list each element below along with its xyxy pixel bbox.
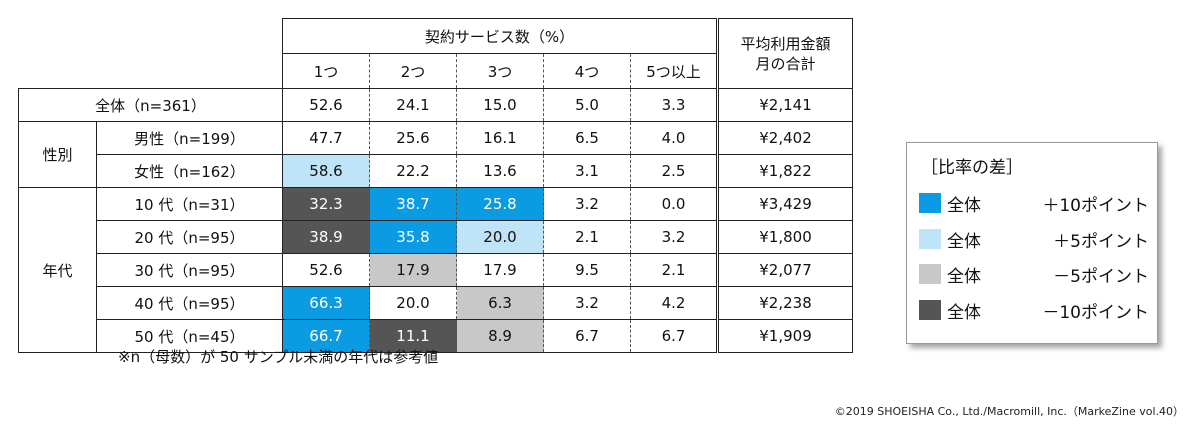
data-cell: 22.2 (369, 154, 457, 188)
data-cell: 47.7 (282, 121, 370, 155)
legend-swatch (919, 229, 941, 249)
row-label: 30 代（n=95） (96, 253, 283, 287)
data-cell: 3.2 (543, 286, 631, 320)
legend-label: 全体 (947, 231, 981, 252)
data-cell: 0.0 (630, 187, 718, 221)
data-cell: 25.8 (456, 187, 544, 221)
table-row: 20 代（n=95） 38.9 35.8 20.0 2.1 3.2 ¥1,800 (19, 220, 853, 254)
data-table: 契約サービス数（%） 平均利用金額 月の合計 1つ 2つ 3つ 4つ 5つ以上 … (18, 18, 853, 353)
legend-label: 全体 (947, 302, 981, 323)
data-cell: 8.9 (456, 319, 544, 353)
table-row: 30 代（n=95） 52.6 17.9 17.9 9.5 2.1 ¥2,077 (19, 253, 853, 287)
data-cell: 4.2 (630, 286, 718, 320)
legend-value: ＋10ポイント (1042, 195, 1149, 216)
data-cell: 6.5 (543, 121, 631, 155)
data-cell: 6.7 (630, 319, 718, 353)
data-cell: 17.9 (369, 253, 457, 287)
data-cell: 5.0 (543, 88, 631, 122)
amount-cell: ¥1,822 (716, 154, 853, 188)
row-label: 全体（n=361） (18, 88, 283, 122)
row-label: 20 代（n=95） (96, 220, 283, 254)
group-label: 年代 (18, 187, 97, 353)
legend-item: 全体 －5ポイント (919, 262, 1149, 287)
footnote: ※n（母数）が 50 サンプル未満の年代は参考値 (118, 348, 439, 366)
data-cell: 3.1 (543, 154, 631, 188)
table-row: 女性（n=162） 58.6 22.2 13.6 3.1 2.5 ¥1,822 (19, 154, 853, 188)
amount-cell: ¥2,141 (716, 88, 853, 122)
amount-cell: ¥2,077 (716, 253, 853, 287)
legend-item: 全体 －10ポイント (919, 298, 1149, 323)
copyright: ©2019 SHOEISHA Co., Ltd./Macromill, Inc.… (834, 405, 1184, 418)
column-header: 4つ (543, 53, 631, 89)
legend-title: ［比率の差］ (921, 158, 1023, 178)
data-cell: 20.0 (456, 220, 544, 254)
legend-value: －5ポイント (1053, 266, 1149, 287)
row-label: 女性（n=162） (96, 154, 283, 188)
data-cell: 13.6 (456, 154, 544, 188)
row-label: 50 代（n=45） (96, 319, 283, 353)
data-cell: 6.3 (456, 286, 544, 320)
table-row: 年代 10 代（n=31） 32.3 38.7 25.8 3.2 0.0 ¥3,… (18, 187, 853, 353)
row-label: 40 代（n=95） (96, 286, 283, 320)
data-cell: 3.2 (630, 220, 718, 254)
column-header: 5つ以上 (630, 53, 718, 89)
legend-swatch (919, 264, 941, 284)
legend-swatch (919, 300, 941, 320)
legend-item: 全体 ＋5ポイント (919, 227, 1149, 252)
column-header: 2つ (369, 53, 457, 89)
data-cell: 24.1 (369, 88, 457, 122)
legend-value: ＋5ポイント (1053, 231, 1149, 252)
data-cell: 32.3 (282, 187, 370, 221)
data-cell: 20.0 (369, 286, 457, 320)
legend-label: 全体 (947, 195, 981, 216)
data-cell: 9.5 (543, 253, 631, 287)
amount-cell: ¥2,402 (716, 121, 853, 155)
data-cell: 25.6 (369, 121, 457, 155)
amount-header-line-1: 平均利用金額 (740, 34, 831, 53)
row-label: 男性（n=199） (96, 121, 283, 155)
data-cell: 2.1 (630, 253, 718, 287)
column-header: 1つ (282, 53, 370, 89)
legend-value: －10ポイント (1042, 302, 1149, 323)
data-cell: 2.5 (630, 154, 718, 188)
group-label: 性別 (18, 121, 97, 188)
data-cell: 58.6 (282, 154, 370, 188)
table-row: 50 代（n=45） 66.7 11.1 8.9 6.7 6.7 ¥1,909 (19, 319, 853, 353)
amount-header: 平均利用金額 月の合計 (716, 18, 853, 89)
data-cell: 3.3 (630, 88, 718, 122)
data-cell: 11.1 (369, 319, 457, 353)
amount-header-line-2: 月の合計 (755, 54, 816, 73)
data-cell: 52.6 (282, 253, 370, 287)
data-cell: 38.7 (369, 187, 457, 221)
data-cell: 66.7 (282, 319, 370, 353)
data-cell: 4.0 (630, 121, 718, 155)
legend-item: 全体 ＋10ポイント (919, 191, 1149, 216)
data-cell: 66.3 (282, 286, 370, 320)
table-row: 性別 男性（n=199） 47.7 25.6 16.1 6.5 4.0 ¥2,4… (18, 121, 853, 188)
data-cell: 35.8 (369, 220, 457, 254)
data-cell: 52.6 (282, 88, 370, 122)
data-cell: 38.9 (282, 220, 370, 254)
amount-cell: ¥3,429 (716, 187, 853, 221)
amount-cell: ¥1,800 (716, 220, 853, 254)
data-cell: 3.2 (543, 187, 631, 221)
legend-swatch (919, 193, 941, 213)
table-row: 全体（n=361） 52.6 24.1 15.0 5.0 3.3 ¥2,141 (18, 88, 853, 122)
data-cell: 6.7 (543, 319, 631, 353)
data-cell: 2.1 (543, 220, 631, 254)
legend: ［比率の差］ 全体 ＋10ポイント 全体 ＋5ポイント 全体 －5ポイント 全体… (906, 142, 1158, 344)
legend-label: 全体 (947, 266, 981, 287)
group-header: 契約サービス数（%） (282, 18, 718, 54)
table-row: 40 代（n=95） 66.3 20.0 6.3 3.2 4.2 ¥2,238 (19, 286, 853, 320)
amount-cell: ¥2,238 (716, 286, 853, 320)
column-header: 3つ (456, 53, 544, 89)
row-label: 10 代（n=31） (96, 187, 283, 221)
data-cell: 16.1 (456, 121, 544, 155)
data-cell: 15.0 (456, 88, 544, 122)
data-cell: 17.9 (456, 253, 544, 287)
amount-cell: ¥1,909 (716, 319, 853, 353)
